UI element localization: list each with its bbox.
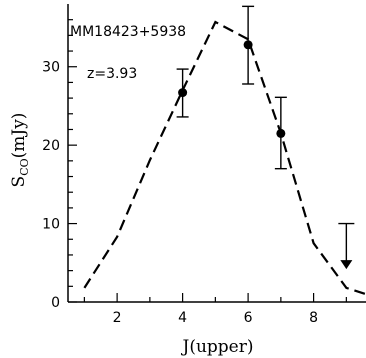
x-tick-label: 4 [178, 310, 187, 326]
x-tick-label: 2 [113, 310, 122, 326]
model-curve-group [83, 20, 366, 296]
y-tick-label: 0 [51, 295, 60, 311]
model-dashed-line [83, 20, 366, 296]
y-axis-title-main: S [9, 176, 29, 188]
y-tick-label: 30 [42, 60, 60, 76]
svg-text:SCO(mJy): SCO(mJy) [9, 113, 31, 188]
y-axis-title: SCO(mJy) [9, 113, 31, 188]
x-tick-label: 8 [309, 310, 318, 326]
ticks: 2 4 6 8 0 10 20 30 [42, 19, 347, 326]
data-point [276, 128, 286, 138]
axes [67, 4, 366, 303]
y-tick-label: 10 [42, 217, 60, 233]
source-name-annotation: MM18423+5938 [70, 24, 186, 40]
x-tick-label: 6 [244, 310, 253, 326]
redshift-annotation: z=3.93 [87, 66, 137, 82]
data-points-group [176, 5, 287, 170]
y-axis-title-sub: CO [18, 158, 31, 175]
x-axis-title: J(upper) [181, 337, 254, 357]
y-tick-label: 20 [42, 138, 60, 154]
upper-limit-arrowhead [340, 260, 353, 270]
upper-limit-group [338, 222, 355, 270]
y-axis-title-unit: (mJy) [9, 113, 29, 159]
data-point [178, 88, 188, 98]
data-point [243, 40, 253, 50]
